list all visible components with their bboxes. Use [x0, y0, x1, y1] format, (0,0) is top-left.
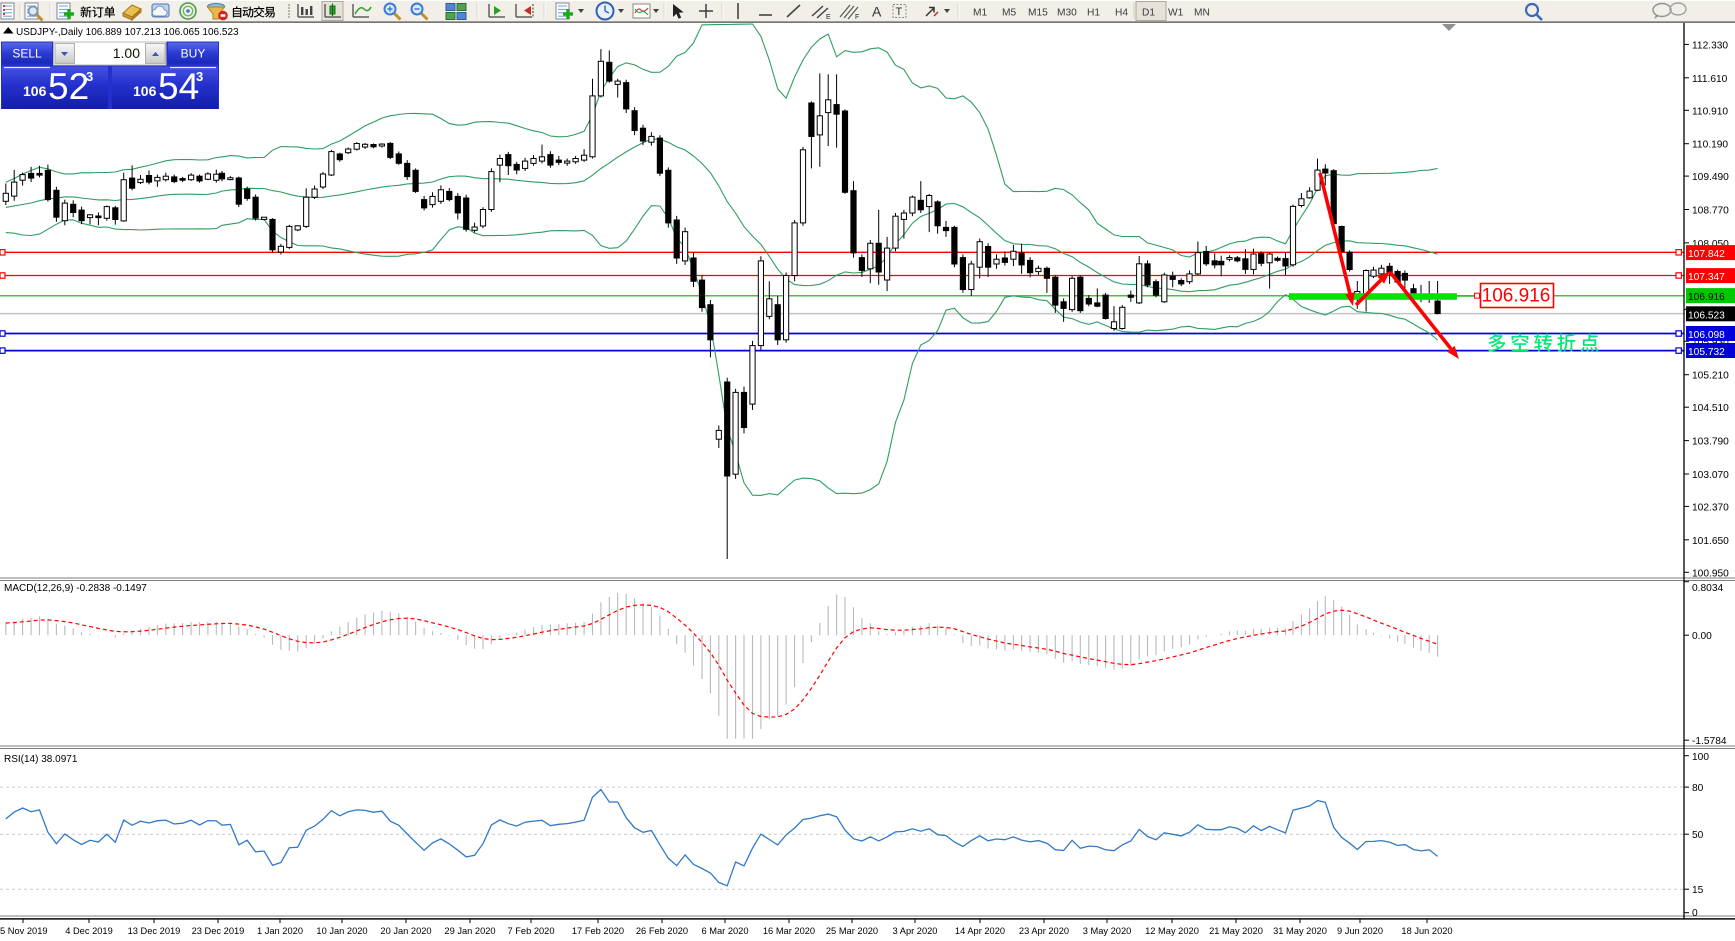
svg-text:25 Mar 2020: 25 Mar 2020	[826, 926, 878, 936]
svg-text:15: 15	[1692, 885, 1704, 896]
svg-text:80: 80	[1692, 783, 1704, 794]
svg-text:110.190: 110.190	[1692, 140, 1728, 151]
svg-text:12 May 2020: 12 May 2020	[1145, 926, 1199, 936]
svg-text:106.098: 106.098	[1688, 330, 1725, 341]
svg-text:3 Apr 2020: 3 Apr 2020	[893, 926, 938, 936]
svg-text:18 Jun 2020: 18 Jun 2020	[1401, 926, 1452, 936]
svg-text:-1.5784: -1.5784	[1692, 736, 1727, 747]
svg-text:13 Dec 2019: 13 Dec 2019	[128, 926, 181, 936]
svg-text:54: 54	[158, 66, 199, 107]
svg-text:107.842: 107.842	[1688, 249, 1725, 260]
svg-text:20 Jan 2020: 20 Jan 2020	[380, 926, 431, 936]
svg-text:14 Apr 2020: 14 Apr 2020	[955, 926, 1005, 936]
svg-text:102.370: 102.370	[1692, 502, 1729, 513]
svg-text:23 Dec 2019: 23 Dec 2019	[192, 926, 245, 936]
svg-text:M30: M30	[1057, 8, 1077, 19]
svg-text:1 Jan 2020: 1 Jan 2020	[257, 926, 303, 936]
svg-text:0.8034: 0.8034	[1692, 583, 1723, 594]
svg-text:3: 3	[196, 69, 203, 84]
svg-text:21 May 2020: 21 May 2020	[1209, 926, 1263, 936]
svg-text:9 Jun 2020: 9 Jun 2020	[1337, 926, 1383, 936]
svg-text:112.330: 112.330	[1692, 40, 1728, 51]
svg-text:5 Nov 2019: 5 Nov 2019	[0, 926, 48, 936]
svg-text:M1: M1	[973, 8, 987, 19]
svg-text:105.930: 105.930	[1692, 337, 1729, 348]
svg-text:23 Apr 2020: 23 Apr 2020	[1019, 926, 1069, 936]
svg-text:105.732: 105.732	[1688, 347, 1725, 358]
svg-text:10 Jan 2020: 10 Jan 2020	[316, 926, 367, 936]
svg-text:106: 106	[133, 83, 157, 99]
svg-text:F: F	[855, 14, 859, 21]
svg-text:BUY: BUY	[181, 47, 206, 61]
svg-text:26 Feb 2020: 26 Feb 2020	[636, 926, 688, 936]
svg-text:A: A	[872, 4, 882, 20]
svg-text:106: 106	[23, 83, 47, 99]
svg-text:0: 0	[1692, 908, 1698, 919]
svg-text:E: E	[826, 14, 831, 21]
svg-text:108.050: 108.050	[1692, 239, 1729, 250]
svg-text:50: 50	[1692, 830, 1704, 841]
svg-text:103.070: 103.070	[1692, 470, 1729, 481]
svg-text:USDJPY-,Daily 106.889 107.213: USDJPY-,Daily 106.889 107.213 106.065 10…	[16, 27, 239, 38]
svg-text:0.00: 0.00	[1692, 631, 1712, 642]
svg-text:111.610: 111.610	[1692, 74, 1728, 85]
svg-text:7 Feb 2020: 7 Feb 2020	[507, 926, 554, 936]
svg-text:52: 52	[48, 66, 89, 107]
svg-text:105.210: 105.210	[1692, 371, 1729, 382]
svg-text:106.916: 106.916	[1688, 292, 1725, 303]
svg-text:104.510: 104.510	[1692, 403, 1729, 414]
svg-text:29 Jan 2020: 29 Jan 2020	[444, 926, 495, 936]
svg-text:110.910: 110.910	[1692, 106, 1728, 117]
svg-text:SELL: SELL	[12, 47, 42, 61]
svg-text:109.490: 109.490	[1692, 172, 1729, 183]
svg-text:M5: M5	[1002, 8, 1016, 19]
svg-text:W1: W1	[1168, 8, 1184, 19]
svg-text:100.950: 100.950	[1692, 568, 1729, 579]
svg-text:17 Feb 2020: 17 Feb 2020	[572, 926, 624, 936]
svg-text:RSI(14) 38.0971: RSI(14) 38.0971	[4, 754, 78, 765]
svg-text:108.770: 108.770	[1692, 206, 1729, 217]
svg-text:106.523: 106.523	[1688, 310, 1725, 321]
svg-text:D1: D1	[1142, 8, 1155, 19]
svg-text:101.650: 101.650	[1692, 536, 1729, 547]
svg-text:16 Mar 2020: 16 Mar 2020	[763, 926, 815, 936]
svg-text:107.347: 107.347	[1688, 272, 1725, 283]
svg-text:M15: M15	[1028, 8, 1048, 19]
svg-text:103.790: 103.790	[1692, 437, 1729, 448]
svg-text:3 May 2020: 3 May 2020	[1083, 926, 1132, 936]
svg-text:3: 3	[86, 69, 93, 84]
svg-text:106.916: 106.916	[1482, 286, 1551, 307]
svg-text:MACD(12,26,9) -0.2838 -0.1497: MACD(12,26,9) -0.2838 -0.1497	[4, 583, 147, 594]
svg-text:T: T	[896, 6, 903, 18]
svg-text:31 May 2020: 31 May 2020	[1273, 926, 1327, 936]
svg-text:100: 100	[1692, 752, 1709, 763]
svg-text:H4: H4	[1115, 8, 1128, 19]
svg-text:6 Mar 2020: 6 Mar 2020	[701, 926, 748, 936]
svg-text:4 Dec 2019: 4 Dec 2019	[65, 926, 113, 936]
svg-text:MN: MN	[1194, 8, 1210, 19]
svg-text:H1: H1	[1087, 8, 1100, 19]
svg-text:1.00: 1.00	[113, 45, 140, 61]
